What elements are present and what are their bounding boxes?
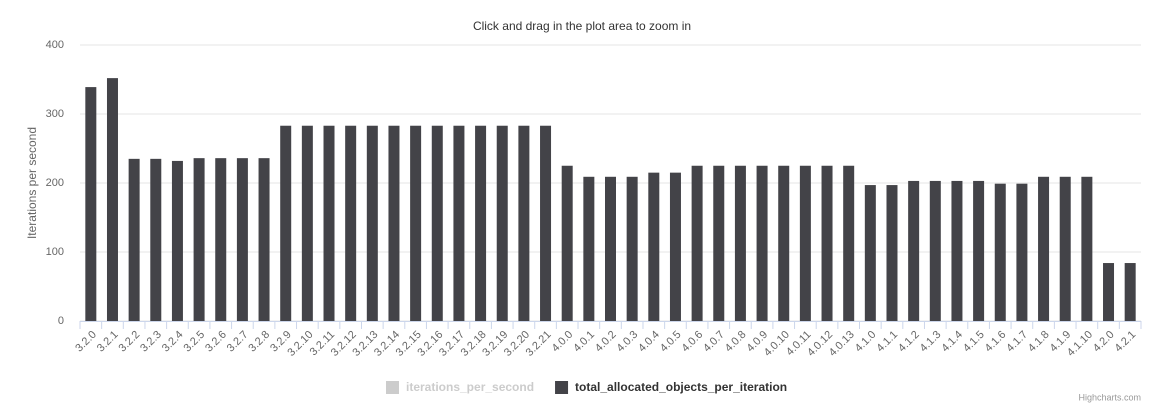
y-tick-label: 0 <box>58 315 64 327</box>
bar <box>669 172 681 321</box>
bar <box>150 158 162 321</box>
bar <box>1016 183 1028 321</box>
bar <box>908 180 920 321</box>
x-tick-label: 4.0.13 <box>827 329 857 359</box>
x-tick-label: 4.0.4 <box>636 329 662 355</box>
x-tick-label: 4.1.8 <box>1026 329 1052 355</box>
x-tick-label: 3.2.5 <box>181 329 207 355</box>
bar <box>756 165 768 321</box>
x-tick-label: 3.2.2 <box>117 329 143 355</box>
x-tick-label: 3.2.4 <box>160 329 186 355</box>
credits: Highcharts.com <box>1078 392 1141 402</box>
bar <box>366 125 378 321</box>
bar <box>280 125 292 321</box>
bar <box>85 87 97 321</box>
bar <box>1103 263 1115 321</box>
x-tick-label: 4.1.6 <box>983 329 1009 355</box>
bar <box>778 165 790 321</box>
bar <box>713 165 725 321</box>
bar <box>518 125 530 321</box>
bar <box>106 78 118 322</box>
y-axis-label: Iterations per second <box>25 127 39 239</box>
bar <box>236 158 248 321</box>
bar <box>345 125 357 321</box>
bar <box>1081 176 1093 321</box>
bar <box>864 185 876 321</box>
bar <box>193 158 205 321</box>
x-tick-label: 3.2.0 <box>73 329 99 355</box>
x-tick-label: 3.2.3 <box>138 329 164 355</box>
bar <box>626 176 638 321</box>
bar <box>1124 263 1136 321</box>
legend-label[interactable]: iterations_per_second <box>406 380 534 394</box>
bar <box>128 158 140 321</box>
x-tick-label: 4.0.0 <box>550 329 576 355</box>
x-tick-label: 4.0.6 <box>680 329 706 355</box>
chart-subtitle: Click and drag in the plot area to zoom … <box>473 19 691 33</box>
bar <box>843 165 855 321</box>
y-tick-label: 400 <box>46 39 64 51</box>
bar <box>323 125 335 321</box>
x-tick-label: 4.0.2 <box>593 329 619 355</box>
bar <box>453 125 465 321</box>
bar <box>301 125 313 321</box>
x-tick-label: 4.0.7 <box>701 329 727 355</box>
bar <box>475 125 487 321</box>
bar <box>1059 176 1071 321</box>
x-tick-label: 4.0.3 <box>615 329 641 355</box>
bar <box>215 158 227 321</box>
bar <box>886 185 898 321</box>
bar <box>799 165 811 321</box>
y-tick-label: 200 <box>46 177 64 189</box>
x-tick-label: 3.2.1 <box>95 329 121 355</box>
legend-label[interactable]: total_allocated_objects_per_iteration <box>575 380 787 394</box>
bar <box>496 125 508 321</box>
x-tick-label: 4.1.10 <box>1065 329 1095 359</box>
x-tick-label: 4.1.2 <box>896 329 922 355</box>
bar <box>1038 176 1050 321</box>
x-tick-label: 4.1.0 <box>853 329 879 355</box>
bar <box>583 176 595 321</box>
bar <box>929 180 941 321</box>
bar <box>821 165 833 321</box>
bar <box>258 158 270 321</box>
y-tick-label: 300 <box>46 108 64 120</box>
x-tick-label: 4.1.4 <box>939 329 965 355</box>
x-tick-label: 3.2.7 <box>225 329 251 355</box>
bar <box>648 172 660 321</box>
legend-swatch[interactable] <box>386 381 399 394</box>
x-tick-label: 3.2.8 <box>246 329 272 355</box>
x-tick-label: 4.0.1 <box>571 329 597 355</box>
bar <box>605 176 616 321</box>
x-tick-label: 4.1.5 <box>961 329 987 355</box>
x-tick-label: 4.0.5 <box>658 329 684 355</box>
y-tick-label: 100 <box>46 246 64 258</box>
x-tick-label: 4.1.7 <box>1004 329 1030 355</box>
bar <box>951 180 963 321</box>
x-tick-label: 4.1.1 <box>874 329 900 355</box>
x-tick-label: 4.0.8 <box>723 329 749 355</box>
bar <box>734 165 746 321</box>
bar <box>994 183 1006 321</box>
bar <box>431 125 443 321</box>
x-tick-label: 4.2.1 <box>1113 329 1139 355</box>
x-tick-label: 3.2.6 <box>203 329 229 355</box>
x-tick-label: 3.2.21 <box>524 329 554 359</box>
bar <box>691 165 703 321</box>
x-tick-label: 4.2.0 <box>1091 329 1117 355</box>
bar <box>410 125 422 321</box>
bar <box>540 125 552 321</box>
legend-swatch[interactable] <box>555 381 569 394</box>
x-tick-label: 4.1.3 <box>918 329 944 355</box>
bar <box>171 160 183 321</box>
bar <box>388 125 400 321</box>
bar <box>973 180 985 321</box>
bar <box>561 165 573 321</box>
